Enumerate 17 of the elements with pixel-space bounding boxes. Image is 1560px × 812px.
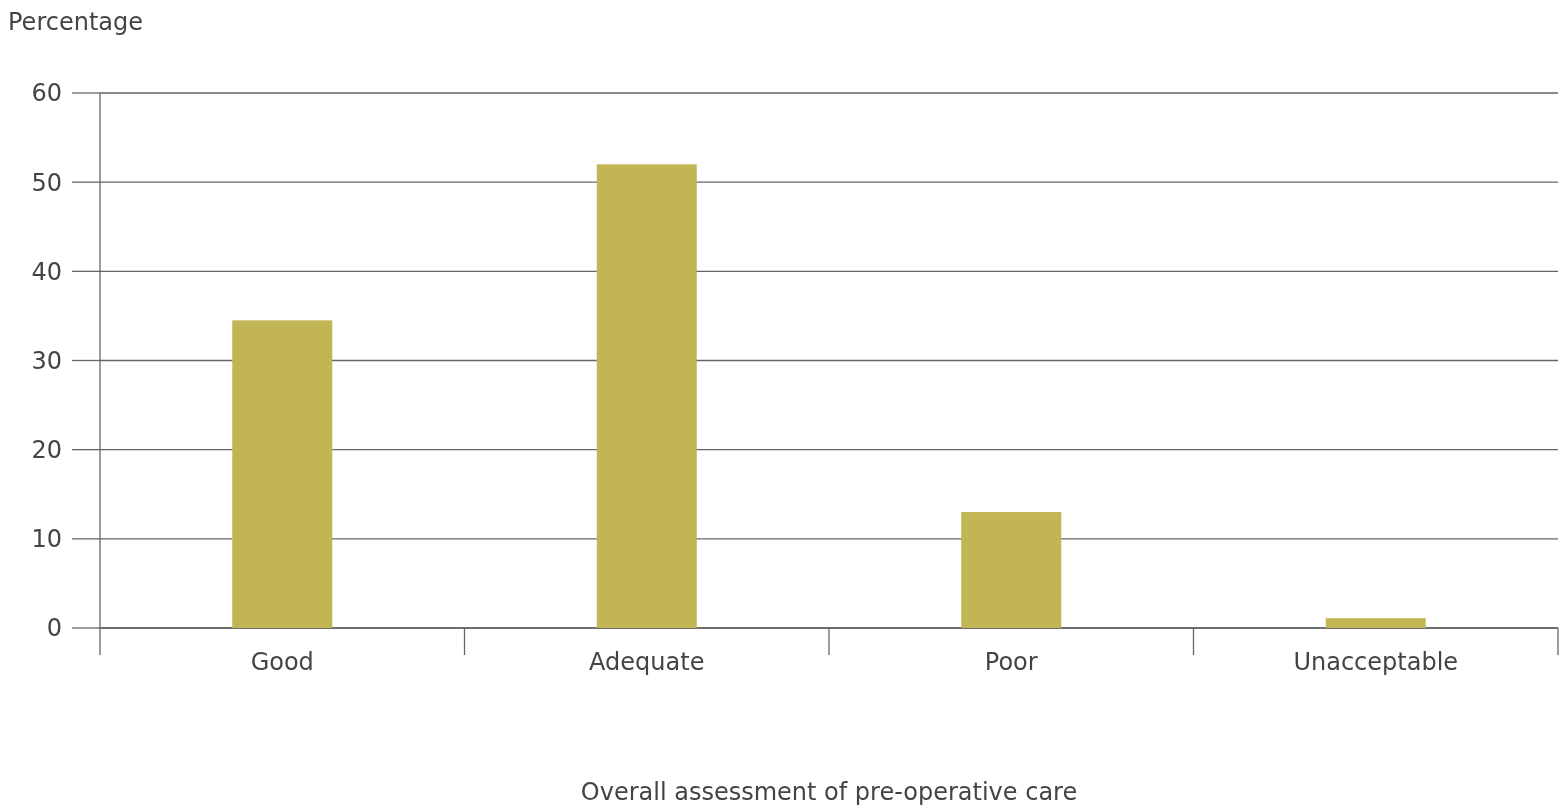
bar [232, 320, 333, 628]
x-tick-label: Unacceptable [1293, 648, 1459, 676]
y-tick-label: 60 [31, 79, 62, 108]
bar [1325, 618, 1426, 628]
y-tick-label: 40 [31, 257, 62, 286]
x-axis-title: Overall assessment of pre-operative care [580, 778, 1078, 806]
y-tick-label: 0 [46, 614, 62, 643]
y-tick-label: 50 [31, 168, 62, 197]
x-tick-label: Good [250, 648, 314, 676]
bar [961, 512, 1062, 628]
x-tick-label: Poor [984, 648, 1038, 676]
bar [596, 164, 697, 628]
y-tick-label: 30 [31, 346, 62, 375]
y-tick-label: 20 [31, 436, 62, 465]
y-axis-title: Percentage [8, 8, 144, 36]
x-tick-label: Adequate [589, 648, 705, 676]
y-tick-label: 10 [31, 525, 62, 554]
